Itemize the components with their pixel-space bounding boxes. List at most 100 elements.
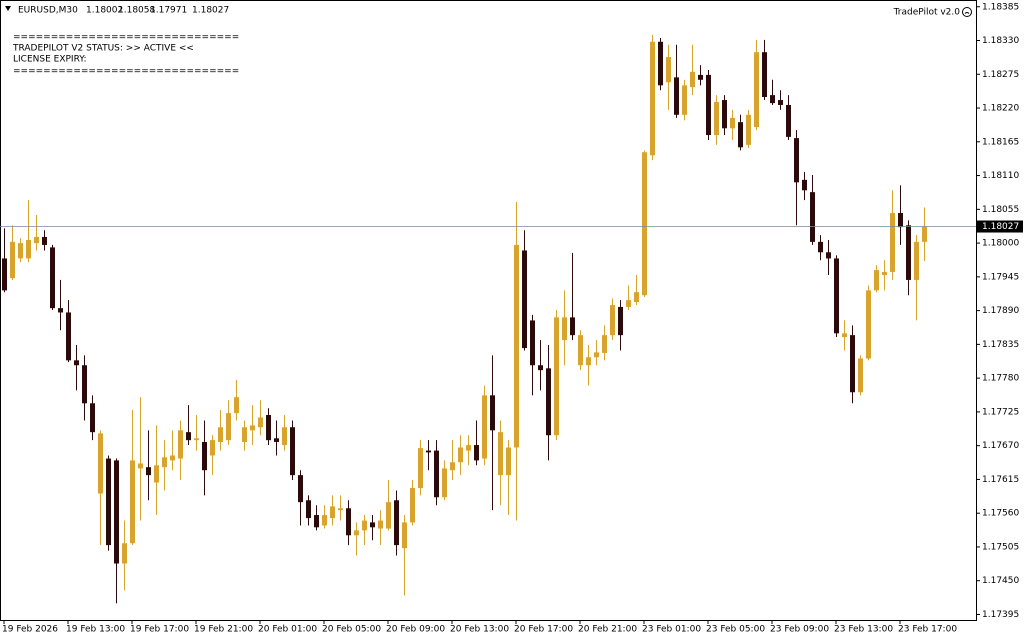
candle-body bbox=[114, 460, 119, 564]
y-tick-label: 1.17780 bbox=[982, 374, 1019, 384]
candle-body bbox=[674, 77, 679, 115]
y-tick-label: 1.17560 bbox=[982, 509, 1019, 519]
x-tick-label: 19 Feb 17:00 bbox=[130, 625, 189, 635]
menu-arrow[interactable] bbox=[5, 6, 11, 11]
annotation: LICENSE EXPIRY: bbox=[13, 55, 87, 65]
candle-body bbox=[754, 52, 759, 128]
y-tick-label: 1.18220 bbox=[982, 104, 1019, 114]
candle-body bbox=[34, 236, 39, 244]
candle-body bbox=[610, 305, 615, 336]
candle-body bbox=[802, 179, 807, 191]
candle-body bbox=[778, 100, 783, 105]
annotation: ============================== bbox=[13, 67, 239, 77]
candle-body bbox=[738, 122, 743, 148]
candle-body bbox=[770, 95, 775, 104]
candle-body bbox=[362, 520, 367, 531]
candle-body bbox=[314, 515, 319, 528]
candle-body bbox=[378, 520, 383, 529]
candle-body bbox=[74, 360, 79, 366]
x-tick-label: 23 Feb 01:00 bbox=[642, 625, 701, 635]
candle-body bbox=[338, 508, 343, 511]
candle-body bbox=[42, 236, 47, 245]
y-tick-label: 1.17615 bbox=[982, 475, 1019, 485]
candle-body bbox=[810, 192, 815, 242]
y-tick-label: 1.17395 bbox=[982, 610, 1019, 620]
candle-body bbox=[586, 357, 591, 366]
icon-circle bbox=[962, 7, 972, 17]
candle-body bbox=[706, 74, 711, 136]
y-tick-label: 1.17670 bbox=[982, 441, 1019, 451]
candle-body bbox=[482, 395, 487, 459]
x-tick-label: 20 Feb 17:00 bbox=[514, 625, 573, 635]
candle-body bbox=[658, 41, 663, 86]
candle-body bbox=[122, 543, 127, 564]
candle-body bbox=[162, 457, 167, 468]
candle-body bbox=[434, 450, 439, 498]
candle-body bbox=[298, 475, 303, 503]
x-tick-label: 20 Feb 09:00 bbox=[386, 625, 445, 635]
candle-body bbox=[850, 335, 855, 393]
candle-body bbox=[394, 500, 399, 546]
candle-body bbox=[506, 447, 511, 476]
candle-body bbox=[146, 467, 151, 476]
candle-body bbox=[642, 152, 647, 296]
bid-label-box bbox=[977, 220, 1023, 233]
candle-body bbox=[794, 138, 799, 183]
candle-body bbox=[266, 414, 271, 441]
x-tick-label: 23 Feb 05:00 bbox=[706, 625, 765, 635]
candle-body bbox=[306, 500, 311, 519]
candle-body bbox=[194, 438, 199, 441]
y-tick-label: 1.18110 bbox=[982, 171, 1019, 181]
plot-frame bbox=[0, 0, 977, 621]
candle-body bbox=[786, 104, 791, 137]
indicator-name: TradePilot v2.0 bbox=[893, 8, 961, 18]
candle-body bbox=[474, 445, 479, 461]
x-tick-label: 20 Feb 21:00 bbox=[578, 625, 637, 635]
candle-body bbox=[290, 427, 295, 476]
candle-body bbox=[138, 463, 143, 469]
y-tick-label: 1.17835 bbox=[982, 340, 1019, 350]
candle-body bbox=[594, 352, 599, 358]
candle-body bbox=[538, 365, 543, 371]
candle-body bbox=[874, 270, 879, 291]
candle-body bbox=[90, 403, 95, 433]
candle-body bbox=[722, 100, 727, 129]
candle-body bbox=[98, 433, 103, 494]
candle-body bbox=[2, 258, 7, 291]
header-close: 1.18027 bbox=[192, 6, 229, 16]
y-tick-label: 1.17725 bbox=[982, 407, 1019, 417]
candle-body bbox=[402, 522, 407, 549]
candle-body bbox=[882, 271, 887, 276]
x-tick-label: 19 Feb 13:00 bbox=[66, 625, 125, 635]
y-tick-label: 1.18055 bbox=[982, 205, 1019, 215]
candle-body bbox=[370, 522, 375, 528]
candle-body bbox=[242, 427, 247, 442]
candle-body bbox=[274, 438, 279, 442]
x-tick-label: 23 Feb 13:00 bbox=[834, 625, 893, 635]
candle-body bbox=[458, 447, 463, 463]
candle-body bbox=[730, 117, 735, 129]
candle-body bbox=[210, 440, 215, 456]
candle-body bbox=[178, 430, 183, 459]
x-tick-label: 23 Feb 17:00 bbox=[898, 625, 957, 635]
candle-body bbox=[386, 502, 391, 529]
candle-body bbox=[530, 320, 535, 366]
candle-body bbox=[818, 241, 823, 253]
y-tick-label: 1.18385 bbox=[982, 2, 1019, 12]
x-tick-label: 19 Feb 21:00 bbox=[194, 625, 253, 635]
candle-body bbox=[10, 241, 15, 279]
y-tick-label: 1.18000 bbox=[982, 239, 1019, 249]
y-tick-label: 1.18165 bbox=[982, 137, 1019, 147]
candle-body bbox=[826, 252, 831, 259]
bid-label: 1.18027 bbox=[982, 222, 1019, 232]
candle-body bbox=[490, 395, 495, 431]
candle-body bbox=[690, 71, 695, 88]
candle-body bbox=[18, 243, 23, 259]
candle-body bbox=[154, 465, 159, 483]
candle-body bbox=[410, 488, 415, 523]
candle-body bbox=[602, 335, 607, 353]
indicator-icon[interactable] bbox=[962, 7, 972, 17]
symbol: EURUSD,M30 bbox=[18, 6, 78, 16]
candle-body bbox=[514, 244, 519, 448]
